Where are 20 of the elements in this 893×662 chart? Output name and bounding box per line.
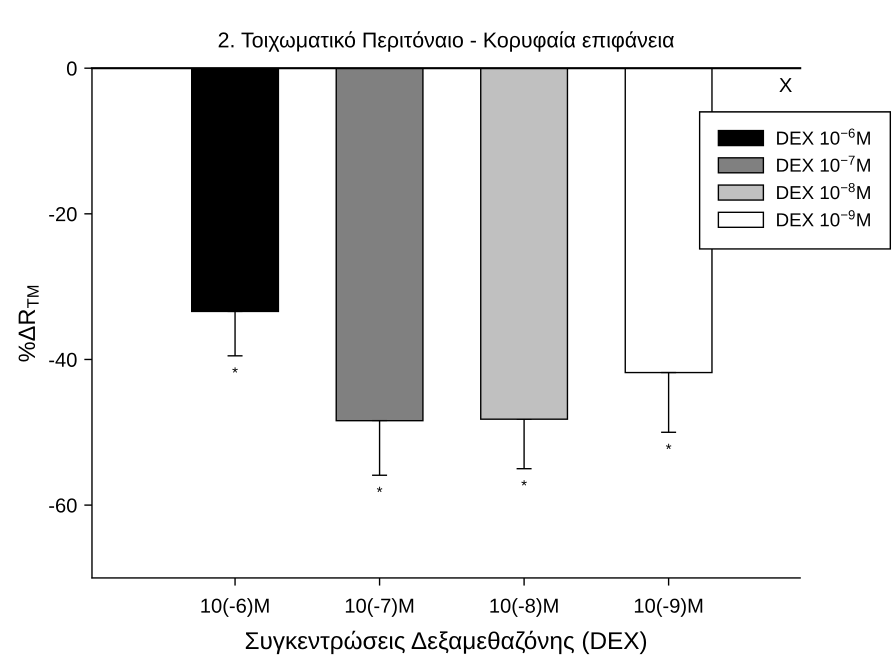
x-tick-label: 10(-8)M — [490, 598, 558, 617]
annotation: * — [666, 444, 672, 450]
legend-label: DEX 10$^{−6}$M — [777, 128, 870, 145]
x-tick-label: 10(-6)M — [201, 598, 269, 617]
annotation: X — [779, 78, 792, 92]
annotation: * — [232, 367, 238, 373]
x-tick-label: 10(-7)M — [346, 598, 414, 617]
x-tick-label: 10(-9)M — [634, 598, 702, 617]
y-tick-label: -60 — [49, 498, 77, 513]
y-tick-label: -40 — [49, 352, 77, 367]
annotation: * — [376, 486, 382, 492]
y-tick-label: 0 — [66, 61, 77, 76]
annotation: * — [521, 480, 527, 486]
legend-label: DEX 10$^{−8}$M — [777, 182, 870, 200]
y-tick-label: -20 — [49, 207, 77, 222]
legend-label: DEX 10$^{−9}$M — [777, 210, 870, 226]
y-axis-title: %ΔR$_{TM}$ — [18, 286, 39, 362]
x-axis-title: Συγκεντρώσεις Δεξαμεθαζόνης (DEX) — [246, 630, 646, 654]
legend-label: DEX 10$^{−7}$M — [777, 156, 870, 172]
chart-title: 2. Τοιχωματικό Περιτόναιο - Κορυφαία επιφάνεια — [218, 31, 674, 52]
